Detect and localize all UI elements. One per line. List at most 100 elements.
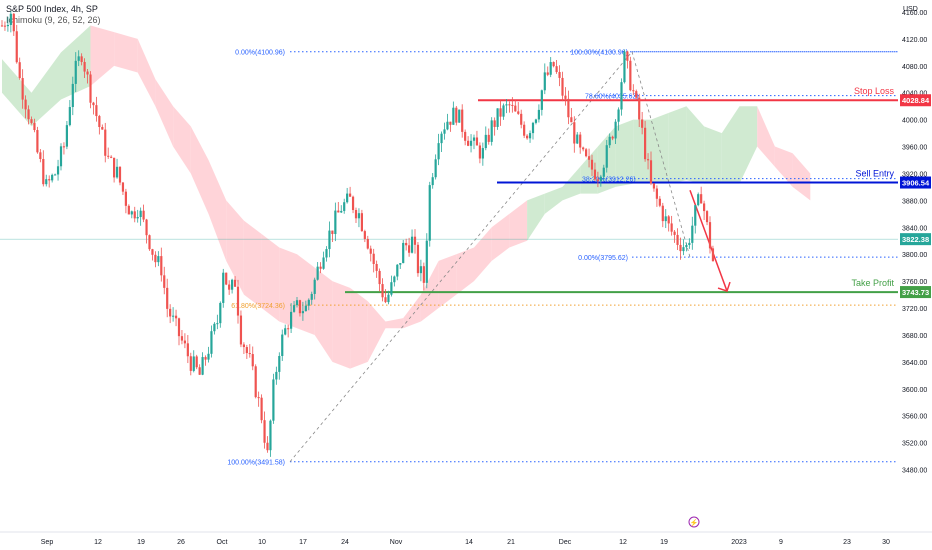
- candle-down[interactable]: [596, 179, 599, 181]
- candle-up[interactable]: [472, 137, 476, 141]
- candle-up[interactable]: [272, 379, 275, 421]
- candle-up[interactable]: [216, 323, 219, 325]
- candle-down[interactable]: [658, 198, 661, 206]
- candle-up[interactable]: [528, 133, 532, 139]
- candle-down[interactable]: [151, 249, 154, 255]
- candle-down[interactable]: [160, 256, 163, 276]
- candle-up[interactable]: [402, 242, 405, 264]
- candle-up[interactable]: [201, 357, 204, 375]
- candle-up[interactable]: [608, 136, 611, 146]
- stop-loss-price-tag[interactable]: [900, 94, 931, 107]
- candle-down[interactable]: [169, 308, 172, 317]
- candle-up[interactable]: [599, 176, 602, 181]
- candle-down[interactable]: [626, 51, 629, 61]
- candle-down[interactable]: [655, 188, 658, 199]
- candle-up[interactable]: [231, 279, 234, 290]
- candle-down[interactable]: [86, 71, 89, 75]
- candle-down[interactable]: [517, 111, 520, 114]
- candle-up[interactable]: [452, 107, 455, 125]
- candle-down[interactable]: [564, 95, 567, 99]
- candle-up[interactable]: [614, 121, 617, 139]
- candle-down[interactable]: [15, 31, 18, 63]
- candle-down[interactable]: [366, 238, 369, 249]
- candle-up[interactable]: [437, 143, 440, 160]
- lightning-icon[interactable]: [688, 516, 700, 528]
- candle-down[interactable]: [461, 109, 464, 132]
- candle-down[interactable]: [101, 127, 104, 130]
- candle-down[interactable]: [520, 113, 523, 125]
- candle-down[interactable]: [413, 236, 417, 245]
- candle-down[interactable]: [89, 74, 92, 103]
- candle-down[interactable]: [493, 120, 496, 127]
- candle-down[interactable]: [33, 122, 36, 131]
- candle-up[interactable]: [210, 331, 213, 354]
- candle-up[interactable]: [623, 51, 626, 83]
- candle-down[interactable]: [245, 347, 248, 354]
- candle-down[interactable]: [48, 179, 51, 181]
- candle-down[interactable]: [378, 270, 381, 285]
- candle-down[interactable]: [673, 231, 676, 235]
- candle-down[interactable]: [204, 357, 207, 360]
- candle-down[interactable]: [638, 97, 641, 120]
- candle-up[interactable]: [290, 311, 293, 329]
- candle-down[interactable]: [372, 253, 375, 264]
- sell-entry-price-tag[interactable]: [900, 176, 931, 189]
- candle-up[interactable]: [9, 13, 12, 25]
- candle-down[interactable]: [177, 318, 181, 337]
- candle-down[interactable]: [27, 109, 30, 120]
- candle-up[interactable]: [77, 56, 80, 61]
- candle-down[interactable]: [354, 210, 358, 219]
- candle-up[interactable]: [157, 256, 160, 263]
- candle-down[interactable]: [83, 61, 86, 72]
- candle-down[interactable]: [145, 219, 148, 236]
- candle-down[interactable]: [363, 231, 366, 239]
- candle-down[interactable]: [703, 203, 706, 212]
- candle-up[interactable]: [446, 121, 449, 130]
- candle-down[interactable]: [611, 136, 614, 139]
- candle-up[interactable]: [304, 305, 307, 312]
- candle-up[interactable]: [481, 148, 484, 159]
- candle-down[interactable]: [266, 442, 269, 451]
- candle-down[interactable]: [641, 119, 644, 128]
- candle-down[interactable]: [166, 287, 169, 309]
- candle-down[interactable]: [337, 210, 340, 213]
- candle-down[interactable]: [464, 131, 467, 141]
- candle-down[interactable]: [0, 25, 4, 27]
- candle-down[interactable]: [104, 129, 107, 156]
- candle-down[interactable]: [561, 77, 564, 96]
- candle-down[interactable]: [526, 135, 529, 139]
- candle-up[interactable]: [443, 129, 446, 134]
- candle-up[interactable]: [278, 355, 281, 372]
- candle-up[interactable]: [419, 266, 422, 274]
- candle-up[interactable]: [505, 104, 508, 106]
- candle-down[interactable]: [573, 122, 576, 144]
- candle-down[interactable]: [523, 124, 526, 136]
- candle-down[interactable]: [183, 340, 186, 344]
- candle-down[interactable]: [225, 272, 228, 285]
- candle-up[interactable]: [130, 211, 133, 215]
- candle-up[interactable]: [440, 133, 443, 144]
- candle-down[interactable]: [449, 121, 452, 125]
- candle-up[interactable]: [136, 217, 139, 219]
- candle-down[interactable]: [661, 205, 664, 222]
- candle-up[interactable]: [697, 194, 700, 206]
- candle-down[interactable]: [646, 159, 650, 161]
- candle-up[interactable]: [54, 174, 57, 176]
- candle-down[interactable]: [649, 160, 653, 184]
- candle-up[interactable]: [620, 82, 623, 110]
- candle-down[interactable]: [18, 62, 21, 79]
- candle-up[interactable]: [343, 202, 346, 211]
- candle-down[interactable]: [632, 90, 635, 92]
- candle-down[interactable]: [567, 98, 570, 118]
- candle-down[interactable]: [133, 211, 136, 219]
- candle-up[interactable]: [534, 119, 538, 123]
- candle-down[interactable]: [629, 60, 632, 91]
- candle-down[interactable]: [92, 102, 95, 106]
- candle-up[interactable]: [605, 145, 608, 168]
- candle-down[interactable]: [80, 56, 83, 62]
- candle-down[interactable]: [405, 242, 408, 246]
- candle-down[interactable]: [12, 13, 15, 32]
- candle-down[interactable]: [257, 397, 260, 399]
- candle-down[interactable]: [375, 263, 378, 271]
- candle-up[interactable]: [685, 245, 688, 248]
